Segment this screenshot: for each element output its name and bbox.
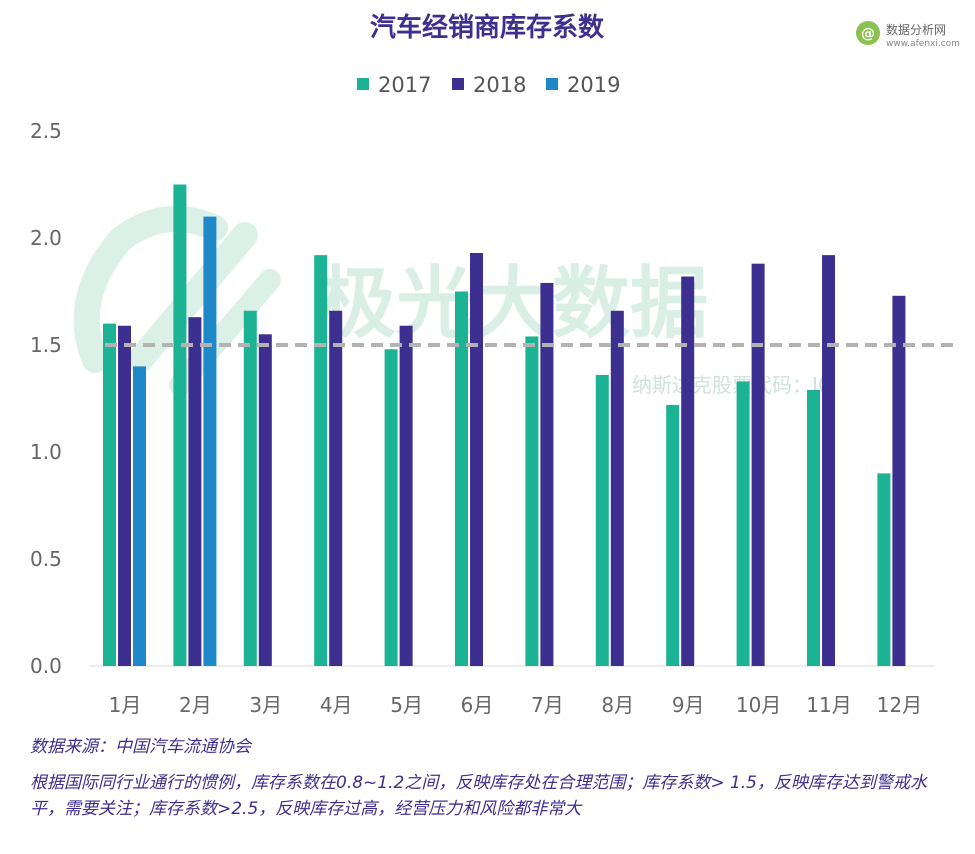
x-tick-label: 2月 (179, 693, 212, 717)
brand-url: www.afenxi.com (886, 39, 960, 49)
y-tick-label: 0.0 (30, 654, 62, 678)
x-tick-label: 7月 (531, 693, 564, 717)
bar-2018-2 (188, 317, 202, 666)
legend-label-2019: 2019 (567, 73, 620, 97)
legend-swatch-2019 (546, 78, 558, 90)
brand-name: 数据分析网 (886, 22, 946, 37)
bars (103, 184, 906, 667)
x-tick-label: 9月 (672, 693, 705, 717)
chart-area: 极光大数据 纳斯达克股票代码：JG 汽车经销商库存系数 @ 数据分析网 www.… (30, 12, 960, 717)
bar-2018-5 (399, 325, 413, 666)
x-tick-label: 10月 (736, 693, 781, 717)
bar-2017-5 (384, 349, 398, 666)
x-axis: 1月 2月 3月 4月 5月 6月 7月 8月 9月 10月 11月 12月 (109, 693, 922, 717)
data-source: 数据来源：中国汽车流通协会 (30, 737, 251, 757)
bar-2018-3 (258, 334, 272, 666)
bar-2017-4 (314, 255, 328, 666)
bar-2019-1 (133, 366, 146, 666)
y-tick-label: 1.0 (30, 440, 62, 464)
x-tick-label: 3月 (249, 693, 282, 717)
watermark-main-text: 极光大数据 (318, 259, 708, 349)
x-tick-label: 8月 (601, 693, 634, 717)
bar-2017-2 (173, 184, 187, 666)
bar-2017-12 (877, 473, 891, 666)
y-tick-label: 1.5 (30, 333, 62, 357)
bar-2017-3 (243, 310, 257, 666)
x-tick-label: 11月 (806, 693, 851, 717)
bar-2017-1 (103, 323, 116, 666)
bar-2017-9 (666, 404, 680, 666)
bar-2017-8 (595, 374, 609, 666)
bar-2017-7 (525, 336, 539, 666)
x-tick-label: 4月 (320, 693, 353, 717)
legend: 2017 2018 2019 (357, 73, 620, 97)
y-tick-label: 2.5 (30, 119, 62, 143)
y-tick-label: 0.5 (30, 547, 62, 571)
bar-2018-11 (822, 255, 835, 666)
watermark-sub-text: 纳斯达克股票代码：JG (632, 373, 833, 397)
legend-label-2018: 2018 (473, 73, 526, 97)
bar-2017-6 (455, 291, 468, 666)
legend-swatch-2018 (452, 78, 464, 90)
bar-2018-7 (540, 282, 554, 666)
y-axis: 0.0 0.5 1.0 1.5 2.0 2.5 (30, 119, 62, 678)
bar-2018-6 (470, 252, 483, 667)
y-tick-label: 2.0 (30, 226, 62, 250)
x-tick-label: 6月 (461, 693, 494, 717)
bar-2018-10 (751, 263, 765, 666)
brand-logo-letter: @ (861, 26, 875, 42)
bar-2017-11 (807, 389, 820, 666)
bar-2018-1 (118, 325, 131, 666)
bar-2019-2 (203, 216, 217, 666)
x-tick-label: 1月 (109, 693, 142, 717)
legend-label-2017: 2017 (378, 73, 431, 97)
bar-2018-9 (681, 276, 695, 666)
chart-description: 根据国际同行业通行的惯例，库存系数在0.8~1.2之间，反映库存处在合理范围；库… (30, 773, 927, 819)
legend-swatch-2017 (357, 78, 369, 90)
chart-notes: 数据来源：中国汽车流通协会 根据国际同行业通行的惯例，库存系数在0.8~1.2之… (30, 734, 955, 822)
x-tick-label: 12月 (877, 693, 922, 717)
chart-title: 汽车经销商库存系数 (370, 12, 605, 43)
brand-logo-icon (856, 21, 880, 45)
bar-2017-10 (736, 381, 750, 666)
x-tick-label: 5月 (390, 693, 423, 717)
brand-logo: @ 数据分析网 www.afenxi.com (856, 21, 960, 49)
bar-2018-12 (892, 295, 906, 666)
bar-2018-8 (610, 310, 624, 666)
bar-2018-4 (329, 310, 343, 666)
